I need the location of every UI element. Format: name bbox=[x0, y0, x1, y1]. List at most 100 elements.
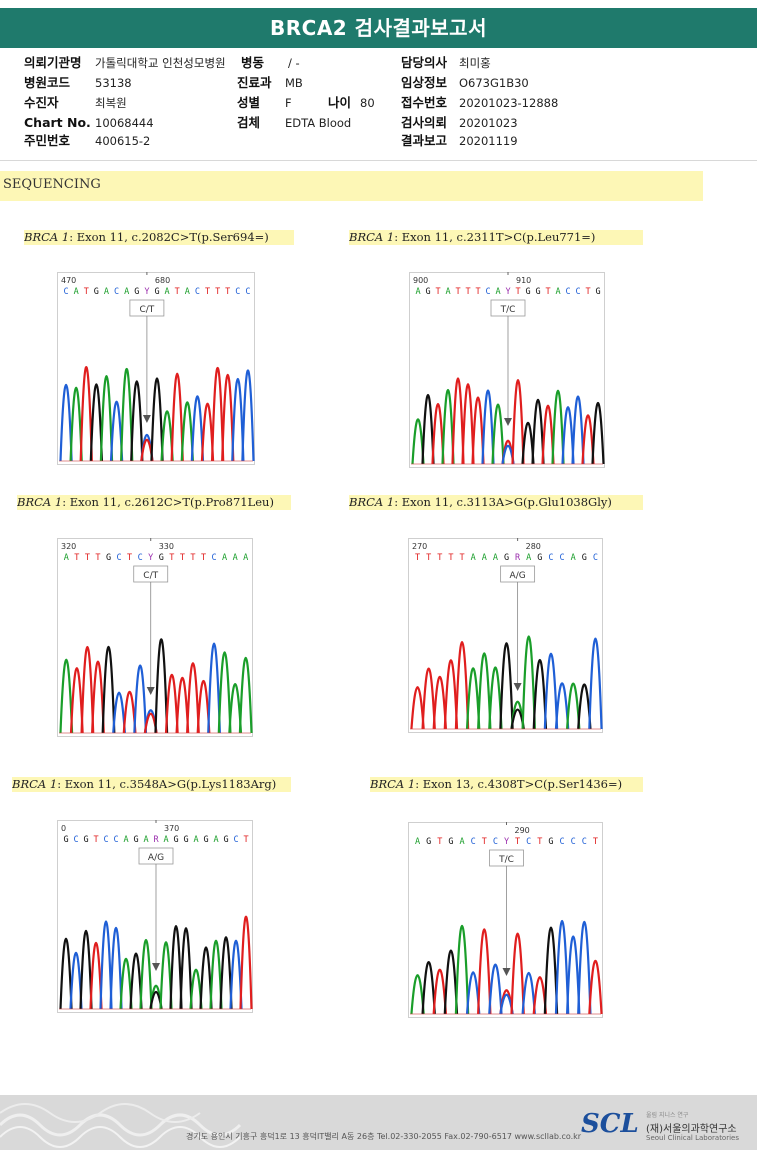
base-call: G bbox=[595, 287, 600, 297]
wave-pattern-decoration bbox=[0, 1103, 242, 1148]
base-call: C bbox=[116, 553, 121, 563]
base-call: T bbox=[84, 287, 89, 297]
trace-peak bbox=[432, 675, 448, 730]
trace-peak bbox=[431, 403, 445, 465]
trace-peak bbox=[454, 641, 470, 730]
base-call: A bbox=[185, 287, 190, 297]
trace-peak bbox=[451, 377, 465, 465]
trace-peak bbox=[521, 972, 536, 1015]
trace-peak bbox=[112, 692, 126, 734]
base-call: T bbox=[215, 287, 220, 297]
base-call: T bbox=[415, 553, 420, 563]
base-call: C bbox=[560, 553, 565, 563]
base-call: T bbox=[515, 837, 520, 847]
base-call: A bbox=[163, 835, 168, 845]
base-call: T bbox=[448, 553, 453, 563]
base-call: C bbox=[565, 287, 570, 297]
base-call: T bbox=[95, 553, 100, 563]
trace-peak bbox=[101, 645, 116, 734]
genotype-call: T/C bbox=[500, 305, 516, 315]
base-call: T bbox=[74, 553, 79, 563]
trace-peak bbox=[139, 938, 153, 1010]
footer: 경기도 용인시 기흥구 흥덕1로 13 흥덕IT밸리 A동 26층 Tel.02… bbox=[0, 1095, 757, 1150]
trace-peak bbox=[59, 937, 73, 1010]
base-call: Y bbox=[148, 553, 153, 563]
variant-arrowhead bbox=[513, 683, 522, 691]
base-call: G bbox=[535, 287, 540, 297]
variant-arrowhead bbox=[504, 418, 512, 426]
chromatogram-panel: 900 910 A G T A T T T C A Y T G G T A C C T G T/C bbox=[409, 272, 605, 468]
base-call: T bbox=[515, 287, 520, 297]
trace-peak bbox=[588, 637, 603, 730]
base-call: G bbox=[154, 287, 159, 297]
base-call: G bbox=[426, 837, 431, 847]
specimen-label: 검체 bbox=[237, 115, 261, 130]
base-call: T bbox=[482, 837, 487, 847]
trace-peak bbox=[554, 682, 570, 730]
request-date-value: 20201023 bbox=[459, 116, 518, 130]
variant-label: BRCA 1: Exon 11, c.2082C>T(p.Ser694=) bbox=[24, 230, 294, 245]
base-call: C bbox=[493, 837, 498, 847]
base-call: T bbox=[180, 553, 185, 563]
position-number: 680 bbox=[155, 276, 170, 285]
hgvs: , c.2082C>T(p.Ser694=) bbox=[124, 230, 269, 244]
chromatogram-panel: 470 680 C A T G A C A G Y G A T A C T T T C C C/T bbox=[57, 272, 255, 465]
base-call: T bbox=[537, 837, 542, 847]
base-call: T bbox=[545, 287, 550, 297]
base-call: G bbox=[425, 287, 430, 297]
base-call: C bbox=[593, 553, 598, 563]
trace-peak bbox=[543, 652, 559, 730]
base-call: G bbox=[133, 835, 138, 845]
base-call: G bbox=[504, 553, 509, 563]
base-call: A bbox=[415, 287, 420, 297]
trace-peak bbox=[154, 638, 169, 734]
panel-frame bbox=[408, 538, 603, 733]
position-number: 0 bbox=[61, 824, 66, 833]
genotype-call: C/T bbox=[139, 305, 154, 315]
exon: : Exon 13 bbox=[415, 777, 471, 791]
variant-arrowhead bbox=[142, 415, 151, 423]
position-number: 280 bbox=[526, 542, 541, 551]
base-call: R bbox=[515, 553, 521, 563]
gene-name: BRCA 1 bbox=[349, 495, 395, 509]
trace-peak bbox=[551, 389, 565, 465]
hospital-code-value: 53138 bbox=[95, 76, 132, 90]
hgvs: , c.3548A>G(p.Lys1183Arg) bbox=[112, 777, 277, 791]
base-call: A bbox=[64, 553, 69, 563]
trace-peak bbox=[588, 960, 603, 1015]
hgvs: , c.2612C>T(p.Pro871Leu) bbox=[117, 495, 274, 509]
trace-peak bbox=[531, 398, 545, 465]
trace-peak bbox=[477, 928, 492, 1015]
ward-label: 병동 bbox=[241, 55, 265, 70]
trace-peak bbox=[465, 667, 481, 730]
trace-peak bbox=[491, 403, 505, 465]
trace-peak bbox=[477, 652, 492, 730]
trace-peak bbox=[410, 974, 425, 1015]
panel-frame bbox=[57, 538, 253, 737]
base-call: C bbox=[526, 837, 531, 847]
base-call: A bbox=[74, 287, 79, 297]
doctor-value: 최미홍 bbox=[459, 56, 491, 70]
trace-peak bbox=[541, 404, 555, 465]
trace-peak bbox=[241, 369, 255, 462]
trace-peak bbox=[207, 642, 221, 734]
gene-name: BRCA 1 bbox=[24, 230, 70, 244]
trace-peak bbox=[89, 941, 103, 1010]
base-call: A bbox=[143, 835, 148, 845]
trace-peak bbox=[186, 662, 200, 734]
base-call: A bbox=[471, 553, 476, 563]
base-call: A bbox=[165, 287, 170, 297]
base-call: C bbox=[471, 837, 476, 847]
base-call: G bbox=[183, 835, 188, 845]
sequencing-section-header: SEQUENCING bbox=[0, 171, 703, 201]
base-call: T bbox=[93, 835, 98, 845]
base-call: G bbox=[223, 835, 228, 845]
gene-name: BRCA 1 bbox=[12, 777, 58, 791]
trace-peak bbox=[443, 659, 459, 730]
trace-peak bbox=[481, 389, 495, 465]
variant-label: BRCA 1: Exon 11, c.2311T>C(p.Leu771=) bbox=[349, 230, 643, 245]
base-call: T bbox=[459, 553, 464, 563]
trace-peak bbox=[421, 667, 436, 730]
base-call: A bbox=[222, 553, 227, 563]
